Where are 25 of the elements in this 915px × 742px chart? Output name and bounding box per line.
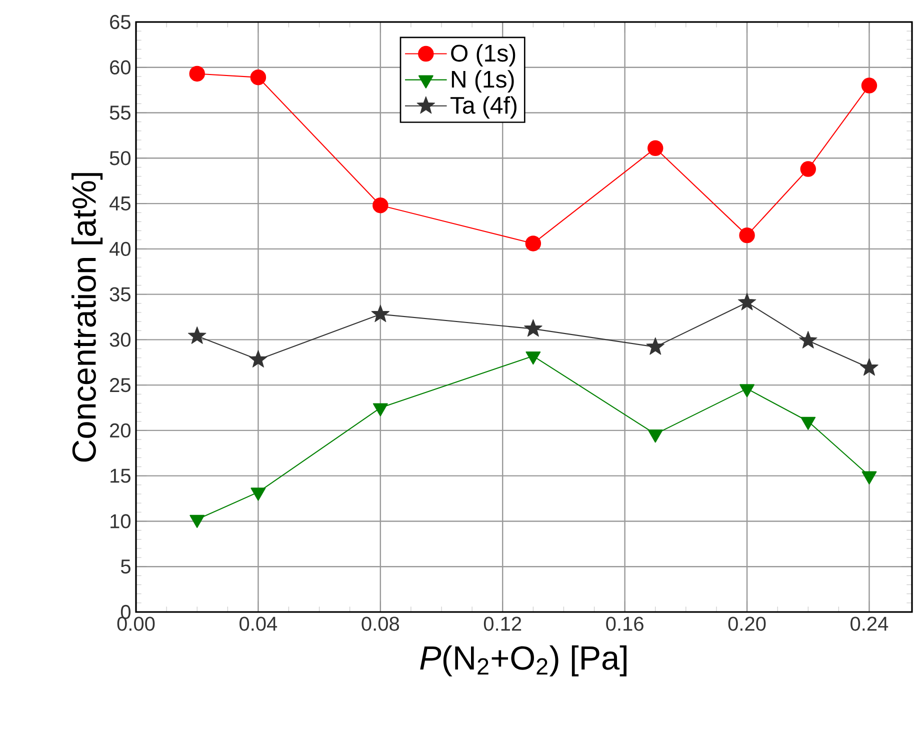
- y-axis-title: Concentration [at%]: [71, 173, 103, 462]
- y-tick-label: 45: [110, 196, 130, 211]
- y-tick-label: 10: [110, 514, 130, 528]
- x-tick-label: 0.08: [362, 616, 399, 631]
- y-tick-label: 15: [110, 468, 130, 483]
- x-tick-label: 0.00: [117, 616, 155, 631]
- y-tick-label: 20: [110, 423, 130, 438]
- y-tick-label: 25: [110, 378, 130, 392]
- legend-label: Ta (4f): [450, 96, 516, 119]
- y-tick-label: 50: [110, 151, 130, 166]
- x-tick-label: 0.16: [606, 616, 644, 631]
- y-tick-label: 35: [110, 287, 130, 302]
- x-axis-title: P(N$_{2}$+O$_{2}$) [Pa]: [420, 645, 626, 676]
- y-tick-label: 55: [110, 106, 130, 120]
- y-tick-label: 30: [110, 332, 130, 347]
- legend-label: O (1s): [451, 44, 516, 66]
- x-tick-label: 0.20: [728, 616, 766, 631]
- x-tick-label: 0.04: [240, 616, 278, 631]
- legend-label: N (1s): [452, 70, 514, 93]
- y-tick-label: 65: [110, 14, 130, 30]
- x-tick-label: 0.12: [484, 616, 522, 631]
- x-tick-label: 0.24: [850, 616, 888, 631]
- y-tick-label: 5: [120, 560, 130, 574]
- y-tick-label: 60: [110, 60, 130, 74]
- y-tick-label: 40: [110, 242, 130, 256]
